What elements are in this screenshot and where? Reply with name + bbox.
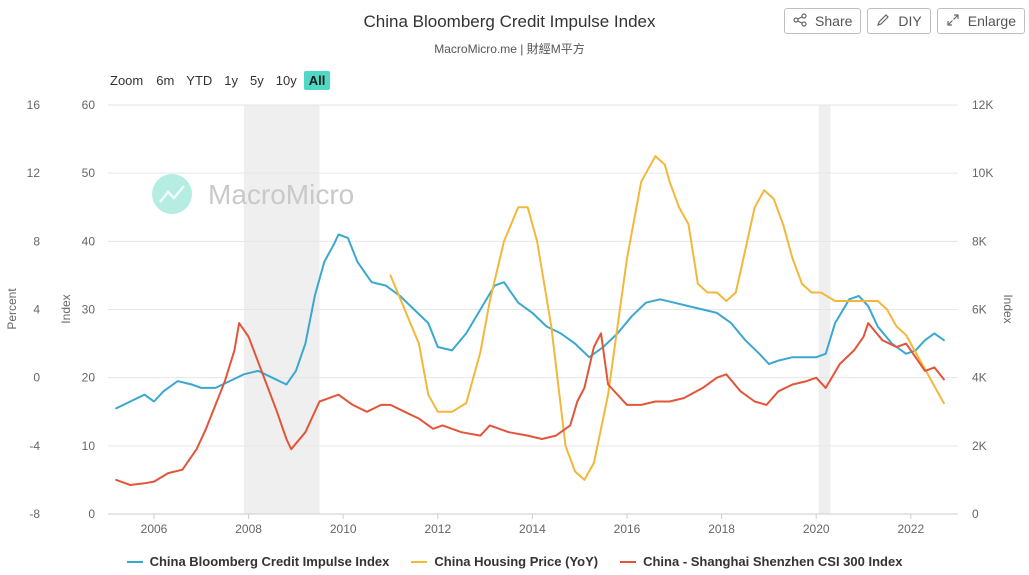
index-left-axis-tick-2: 40 — [82, 234, 96, 248]
zoom-bar: Zoom 6m YTD 1y 5y 10y All — [110, 71, 332, 90]
zoom-all-button[interactable]: All — [303, 71, 331, 90]
top-toolbar: Share DIY Enlarge — [784, 8, 1025, 34]
x-axis-tick-5: 2016 — [614, 522, 641, 536]
share-icon — [793, 12, 807, 30]
index-right-axis-tick-2: 8K — [972, 234, 987, 248]
x-axis-tick-7: 2020 — [803, 522, 830, 536]
zoom-1y-button[interactable]: 1y — [224, 73, 239, 88]
index-right-axis-title: Index — [1001, 294, 1015, 323]
legend-credit-impulse[interactable]: China Bloomberg Credit Impulse Index — [126, 554, 390, 569]
percent-axis-tick-4: 0 — [33, 371, 40, 385]
percent-axis-tick-0: 16 — [27, 98, 41, 112]
legend: China Bloomberg Credit Impulse Index Chi… — [0, 554, 1029, 569]
series-line-csi300 — [115, 322, 945, 486]
x-axis-tick-4: 2014 — [519, 522, 546, 536]
legend-credit-swatch — [126, 560, 143, 563]
x-axis-tick-1: 2008 — [235, 522, 262, 536]
index-right-axis-tick-3: 6K — [972, 303, 987, 317]
x-axis-tick-2: 2010 — [330, 522, 357, 536]
zoom-6m-button[interactable]: 6m — [156, 73, 175, 88]
legend-csi300[interactable]: China - Shanghai Shenzhen CSI 300 Index — [620, 554, 902, 569]
percent-axis-tick-2: 8 — [33, 234, 40, 248]
zoom-ytd-button[interactable]: YTD — [186, 73, 213, 88]
series-lines — [115, 155, 945, 486]
percent-axis-tick-6: -8 — [29, 507, 40, 521]
percent-axis-tick-3: 4 — [33, 303, 40, 317]
share-label: Share — [815, 13, 853, 29]
index-left-axis-tick-6: 0 — [88, 507, 95, 521]
index-left-axis-tick-1: 50 — [82, 166, 96, 180]
pencil-icon — [876, 13, 890, 30]
axes: 1612840-4-8605040302010012K10K8K6K4K2K0P… — [5, 98, 1015, 536]
series-line-credit-impulse — [115, 233, 945, 410]
watermark-logo-icon — [152, 174, 192, 214]
index-left-axis-tick-5: 10 — [82, 439, 96, 453]
watermark-logo-stroke — [159, 185, 185, 203]
zoom-10y-button[interactable]: 10y — [275, 73, 297, 88]
percent-axis-tick-5: -4 — [29, 439, 40, 453]
watermark: MacroMicro — [152, 174, 354, 214]
expand-icon — [946, 13, 960, 30]
index-right-axis-tick-0: 12K — [972, 98, 993, 112]
index-left-axis-title: Index — [59, 294, 73, 323]
index-left-axis-tick-3: 30 — [82, 303, 96, 317]
zoom-label: Zoom — [110, 73, 144, 88]
percent-axis-title: Percent — [5, 288, 19, 330]
index-left-axis-tick-4: 20 — [82, 371, 96, 385]
grid-lines — [108, 104, 958, 515]
watermark-text: MacroMicro — [208, 179, 354, 210]
x-axis-tick-8: 2022 — [897, 522, 924, 536]
index-right-axis-tick-1: 10K — [972, 166, 993, 180]
percent-axis-tick-1: 12 — [27, 166, 41, 180]
chart-subtitle: MacroMicro.me | 財經M平方 — [434, 42, 585, 56]
legend-csi-label: China - Shanghai Shenzhen CSI 300 Index — [643, 554, 903, 569]
diy-label: DIY — [898, 13, 922, 29]
index-right-axis-tick-4: 4K — [972, 371, 987, 385]
legend-housing-swatch — [411, 560, 428, 563]
legend-csi-swatch — [620, 560, 637, 563]
legend-housing-label: China Housing Price (YoY) — [434, 554, 599, 569]
chart-title: China Bloomberg Credit Impulse Index — [363, 12, 656, 31]
index-right-axis-tick-5: 2K — [972, 439, 987, 453]
share-button[interactable]: Share — [784, 8, 862, 34]
series-line-housing-price — [389, 155, 945, 481]
x-axis-tick-0: 2006 — [141, 522, 168, 536]
enlarge-label: Enlarge — [967, 13, 1016, 29]
diy-button[interactable]: DIY — [867, 8, 931, 34]
index-right-axis-tick-6: 0 — [972, 507, 979, 521]
x-axis-tick-6: 2018 — [708, 522, 735, 536]
x-axis-tick-3: 2012 — [424, 522, 451, 536]
legend-credit-label: China Bloomberg Credit Impulse Index — [149, 554, 390, 569]
enlarge-button[interactable]: Enlarge — [936, 8, 1025, 34]
zoom-5y-button[interactable]: 5y — [250, 73, 264, 88]
legend-housing-price[interactable]: China Housing Price (YoY) — [411, 554, 598, 569]
index-left-axis-tick-0: 60 — [82, 98, 96, 112]
